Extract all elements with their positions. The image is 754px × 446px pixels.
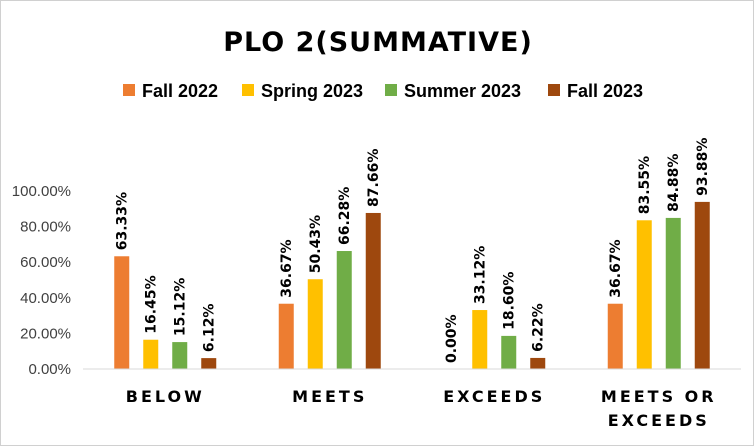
y-tick-label: 80.00%	[20, 219, 71, 236]
bar	[201, 358, 217, 369]
y-axis: 0.00% 20.00% 40.00% 60.00% 80.00% 100.00%	[12, 183, 71, 378]
data-label: 33.12%	[473, 246, 489, 304]
data-label: 87.66%	[366, 149, 382, 207]
data-labels: 63.33% 36.67% 0.00% 36.67% 16.45% 50.43% 33.12…	[115, 138, 712, 363]
bar	[365, 212, 381, 369]
data-label: 16.45%	[144, 275, 160, 333]
chart-title: PLO 2(SUMMATIVE)	[223, 27, 533, 58]
bar	[530, 357, 546, 369]
data-label: 36.67%	[608, 239, 624, 297]
data-label: 0.00%	[444, 314, 460, 363]
data-label: 15.12%	[173, 278, 189, 336]
y-tick-label: 60.00%	[20, 254, 71, 271]
data-label: 83.55%	[637, 156, 653, 214]
legend-swatch	[123, 84, 135, 96]
bar	[336, 251, 352, 369]
legend-swatch	[242, 84, 254, 96]
data-label: 36.67%	[279, 239, 295, 297]
x-axis: BELOW MEETS EXCEEDS MEETS OR EXCEEDS	[83, 368, 741, 430]
y-tick-label: 40.00%	[20, 290, 71, 307]
bar	[307, 279, 323, 369]
data-label: 18.60%	[502, 272, 518, 330]
data-label: 50.43%	[308, 215, 324, 273]
data-label: 93.88%	[695, 138, 711, 196]
y-tick-label: 0.00%	[28, 361, 71, 378]
y-tick-label: 100.00%	[12, 183, 71, 200]
category-label: BELOW	[126, 387, 205, 406]
legend-label: Fall 2023	[567, 81, 643, 101]
legend: Fall 2022 Spring 2023 Summer 2023 Fall 2023	[123, 81, 643, 101]
bar	[501, 335, 517, 369]
bar	[607, 303, 623, 369]
data-label: 6.22%	[531, 303, 547, 352]
category-label: MEETS	[292, 387, 367, 406]
bar	[636, 220, 652, 369]
bar	[143, 339, 159, 369]
bar	[472, 310, 488, 369]
legend-swatch	[385, 84, 397, 96]
data-label: 66.28%	[337, 187, 353, 245]
legend-label: Summer 2023	[404, 81, 521, 101]
bar	[665, 217, 681, 369]
y-tick-label: 20.00%	[20, 325, 71, 342]
category-label: EXCEEDS	[608, 411, 710, 430]
legend-label: Spring 2023	[261, 81, 363, 101]
bars	[114, 201, 710, 369]
data-label: 63.33%	[115, 192, 131, 250]
bar	[694, 201, 710, 369]
data-label: 6.12%	[202, 304, 218, 353]
bar	[172, 342, 188, 369]
legend-swatch	[548, 84, 560, 96]
bar	[114, 256, 130, 369]
legend-label: Fall 2022	[142, 81, 218, 101]
data-label: 84.88%	[666, 154, 682, 212]
bar	[278, 303, 294, 369]
category-label: MEETS OR	[601, 387, 717, 406]
category-label: EXCEEDS	[443, 387, 545, 406]
